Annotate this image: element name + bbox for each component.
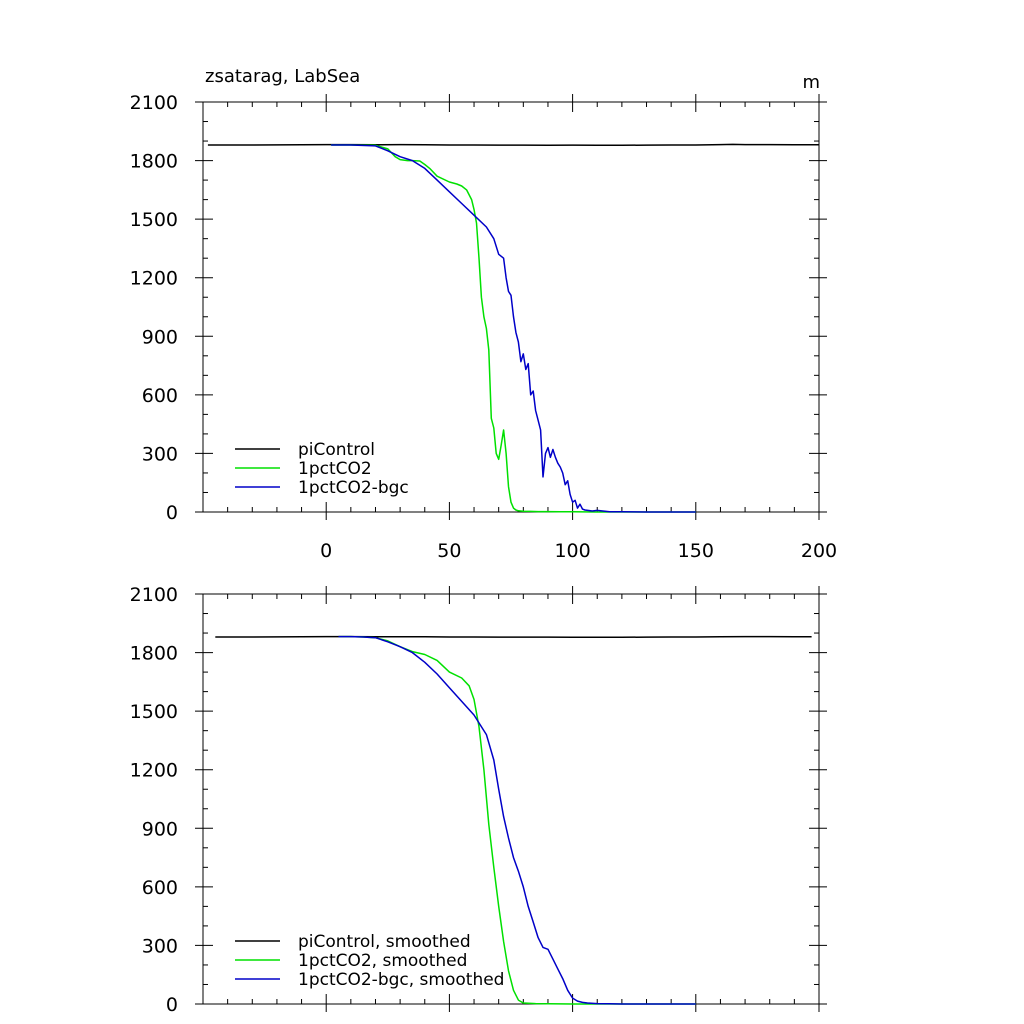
y-tick-label: 300 [142,443,178,465]
plot-frame [202,101,820,513]
y-tick-label: 1800 [130,151,178,173]
legend-label: 1pctCO2 [298,459,372,479]
series-line [331,144,696,513]
y-tick-label: 600 [142,877,178,899]
y-tick-label: 2100 [130,92,178,114]
y-tick-label: 600 [142,385,178,407]
x-tick-label: 200 [801,540,837,562]
y-tick-label: 1800 [130,643,178,665]
x-tick-label: 100 [554,540,590,562]
series-line [215,635,812,639]
x-tick-label: 0 [320,540,332,562]
y-tick-label: 0 [166,994,178,1016]
x-tick-label: 50 [437,540,461,562]
plot-frame [202,593,820,1005]
y-tick-label: 1200 [130,268,178,290]
bottom-panel: 0 300 600 900 1200 1500 1800 2100 piControl, smo… [130,584,827,1016]
units-label: m [802,72,820,93]
legend-label: 1pctCO2-bgc, smoothed [298,970,504,990]
series-line [338,635,696,1005]
y-tick-label: 900 [142,818,178,840]
legend-label: 1pctCO2, smoothed [298,951,467,971]
series-line [207,143,819,147]
series-line [331,144,696,513]
top-panel: 0 50 100 150 200 0 300 600 900 1200 1500 1800 2100 zs… [130,66,837,562]
legend-label: piControl [298,440,375,460]
y-tick-label: 2100 [130,584,178,606]
y-tick-label: 1500 [130,701,178,723]
y-tick-label: 1200 [130,760,178,782]
y-tick-label: 900 [142,326,178,348]
chart-title: zsatarag, LabSea [205,66,360,87]
y-tick-label: 300 [142,935,178,957]
legend-label: 1pctCO2-bgc [298,478,409,498]
legend-label: piControl, smoothed [298,932,471,952]
y-tick-label: 1500 [130,209,178,231]
x-tick-label: 150 [678,540,714,562]
y-tick-label: 0 [166,502,178,524]
